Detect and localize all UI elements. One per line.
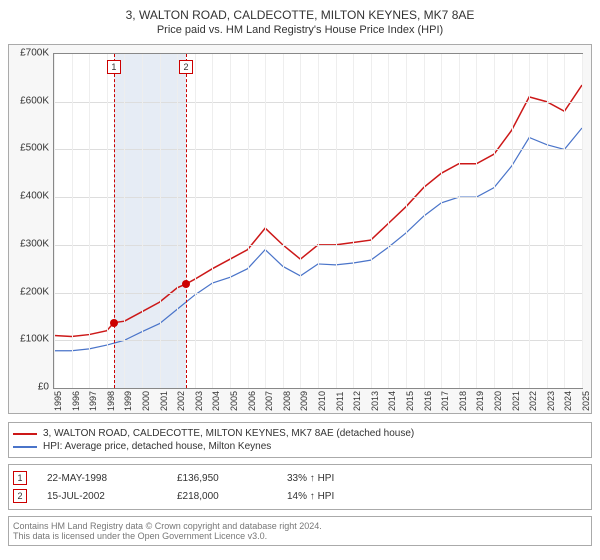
y-tick-label: £200K bbox=[9, 286, 49, 297]
marker-box-2: 2 bbox=[179, 60, 193, 74]
marker-pct: 33% ↑ HPI bbox=[287, 473, 334, 484]
x-tick-label: 2022 bbox=[528, 391, 538, 411]
x-tick-label: 2002 bbox=[176, 391, 186, 411]
marker-date: 22-MAY-1998 bbox=[47, 473, 157, 484]
x-tick-label: 1996 bbox=[71, 391, 81, 411]
legend-swatch bbox=[13, 433, 37, 435]
x-tick-label: 2013 bbox=[370, 391, 380, 411]
footer-line-1: Contains HM Land Registry data © Crown c… bbox=[13, 521, 587, 531]
legend-label: HPI: Average price, detached house, Milt… bbox=[43, 441, 271, 452]
x-tick-label: 2024 bbox=[563, 391, 573, 411]
y-tick-label: £300K bbox=[9, 238, 49, 249]
legend-item: HPI: Average price, detached house, Milt… bbox=[13, 440, 587, 453]
x-tick-label: 2005 bbox=[229, 391, 239, 411]
chart-frame: 12 £0£100K£200K£300K£400K£500K£600K£700K… bbox=[8, 44, 592, 414]
page-title: 3, WALTON ROAD, CALDECOTTE, MILTON KEYNE… bbox=[8, 8, 592, 22]
marker-line bbox=[186, 54, 187, 388]
x-tick-label: 2008 bbox=[282, 391, 292, 411]
y-tick-label: £500K bbox=[9, 143, 49, 154]
x-tick-label: 2015 bbox=[405, 391, 415, 411]
marker-line bbox=[114, 54, 115, 388]
x-tick-label: 1998 bbox=[106, 391, 116, 411]
marker-dot bbox=[110, 319, 118, 327]
legend-item: 3, WALTON ROAD, CALDECOTTE, MILTON KEYNE… bbox=[13, 427, 587, 440]
y-tick-label: £400K bbox=[9, 191, 49, 202]
y-tick-label: £0 bbox=[9, 382, 49, 393]
marker-price: £136,950 bbox=[177, 473, 267, 484]
x-tick-label: 2018 bbox=[458, 391, 468, 411]
marker-box-1: 1 bbox=[107, 60, 121, 74]
x-tick-label: 2017 bbox=[440, 391, 450, 411]
marker-dot bbox=[182, 280, 190, 288]
y-tick-label: £600K bbox=[9, 95, 49, 106]
marker-row: 1 22-MAY-1998 £136,950 33% ↑ HPI bbox=[13, 469, 587, 487]
x-tick-label: 2000 bbox=[141, 391, 151, 411]
x-tick-label: 2007 bbox=[264, 391, 274, 411]
x-tick-label: 2016 bbox=[423, 391, 433, 411]
x-tick-label: 2001 bbox=[159, 391, 169, 411]
marker-pct: 14% ↑ HPI bbox=[287, 491, 334, 502]
y-tick-label: £100K bbox=[9, 334, 49, 345]
x-tick-label: 2012 bbox=[352, 391, 362, 411]
x-tick-label: 1995 bbox=[53, 391, 63, 411]
x-tick-label: 2003 bbox=[194, 391, 204, 411]
x-tick-label: 2004 bbox=[211, 391, 221, 411]
legend-swatch bbox=[13, 446, 37, 448]
page-subtitle: Price paid vs. HM Land Registry's House … bbox=[8, 24, 592, 36]
marker-row-num: 2 bbox=[13, 489, 27, 503]
x-tick-label: 2011 bbox=[335, 392, 345, 411]
y-tick-label: £700K bbox=[9, 48, 49, 59]
marker-row: 2 15-JUL-2002 £218,000 14% ↑ HPI bbox=[13, 487, 587, 505]
x-tick-label: 2025 bbox=[581, 391, 591, 411]
footer-box: Contains HM Land Registry data © Crown c… bbox=[8, 516, 592, 546]
legend-label: 3, WALTON ROAD, CALDECOTTE, MILTON KEYNE… bbox=[43, 428, 414, 439]
x-tick-label: 2021 bbox=[511, 391, 521, 411]
x-tick-label: 2014 bbox=[387, 391, 397, 411]
x-tick-label: 2023 bbox=[546, 391, 556, 411]
marker-date: 15-JUL-2002 bbox=[47, 491, 157, 502]
x-tick-label: 1999 bbox=[123, 391, 133, 411]
x-tick-label: 2019 bbox=[475, 391, 485, 411]
plot-area: 12 bbox=[53, 53, 583, 389]
legend-box: 3, WALTON ROAD, CALDECOTTE, MILTON KEYNE… bbox=[8, 422, 592, 458]
marker-price: £218,000 bbox=[177, 491, 267, 502]
markers-table: 1 22-MAY-1998 £136,950 33% ↑ HPI 2 15-JUL-200… bbox=[8, 464, 592, 510]
x-tick-label: 2020 bbox=[493, 391, 503, 411]
x-tick-label: 2010 bbox=[317, 391, 327, 411]
footer-line-2: This data is licensed under the Open Gov… bbox=[13, 531, 587, 541]
x-tick-label: 2009 bbox=[299, 391, 309, 411]
x-tick-label: 1997 bbox=[88, 391, 98, 411]
marker-row-num: 1 bbox=[13, 471, 27, 485]
x-tick-label: 2006 bbox=[247, 391, 257, 411]
